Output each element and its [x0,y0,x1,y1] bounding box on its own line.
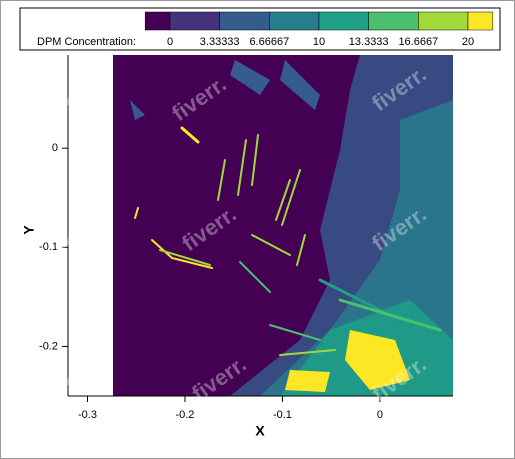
colorbar-tick-label: 0 [167,36,173,48]
y-tick-label: -0.2 [39,340,58,352]
colorbar-tick-label: 3.33333 [200,36,240,48]
y-tick-label: -0.1 [39,241,58,253]
colorbar-tick-label: 10 [313,36,325,48]
colorbar-swatch [269,11,320,31]
colorbar-tick-label: 16.6667 [398,36,438,48]
streak [269,324,321,341]
colorbar-swatch [144,11,171,31]
x-tick-label: 0 [377,409,383,421]
colorbar-swatch [418,11,469,31]
streak [338,298,442,332]
colorbar-swatch [169,11,220,31]
colorbar-title: DPM Concentration: [37,36,136,48]
streak [275,179,291,221]
streak [134,207,139,219]
region [345,330,410,390]
streak [239,261,271,293]
streak [217,159,226,201]
x-tick-label: -0.2 [175,409,194,421]
colorbar-swatch [219,11,270,31]
region [280,60,320,110]
field [113,55,453,396]
streak [251,134,259,186]
streak [180,126,200,144]
y-axis-label: Y [21,225,37,235]
streak [281,169,301,226]
y-tick-label: 0 [52,142,58,154]
x-axis-label: X [255,423,265,439]
colorbar-tick-label: 20 [462,36,474,48]
streak [296,234,306,266]
colorbar-swatch [467,11,494,31]
region [230,60,270,95]
x-tick-label: -0.1 [273,409,292,421]
streak [279,349,336,356]
colorbar-tick-label: 13.3333 [349,36,389,48]
colorbar-tick-label: 6.66667 [249,36,289,48]
streak [151,239,213,269]
colorbar-swatch [368,11,419,31]
streak [159,249,211,266]
colorbar-swatch [318,11,369,31]
region [285,370,330,392]
streaks [134,126,442,356]
x-tick-label: -0.3 [78,409,97,421]
region [130,100,145,120]
streak [237,139,247,196]
streak [251,234,291,256]
